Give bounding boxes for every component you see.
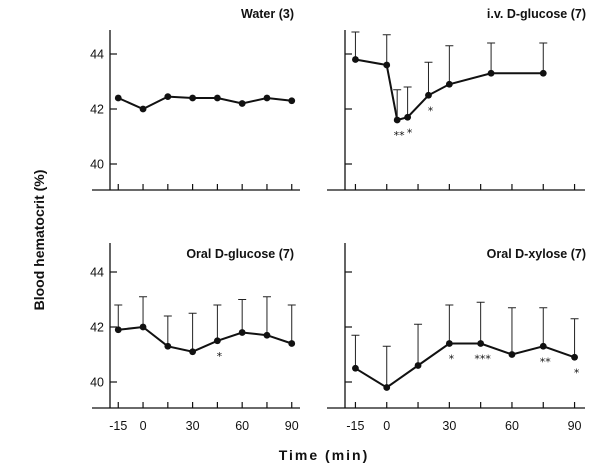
- data-point: [425, 91, 432, 99]
- data-point: [383, 384, 391, 391]
- data-point: [189, 348, 197, 356]
- y-tick-label: 40: [90, 158, 104, 172]
- significance-mark: *: [428, 104, 434, 117]
- x-tick-label: -15: [109, 419, 127, 433]
- data-point: [139, 105, 147, 113]
- significance-mark: **: [394, 129, 406, 142]
- y-tick-label: 42: [90, 103, 104, 117]
- data-point: [238, 329, 246, 336]
- data-point: [263, 331, 271, 339]
- data-point: [445, 340, 453, 347]
- y-tick-label: 44: [90, 48, 104, 62]
- data-point: [383, 61, 391, 69]
- significance-mark: *: [449, 353, 455, 366]
- data-point: [139, 323, 147, 331]
- data-point: [487, 69, 495, 77]
- data-point: [238, 100, 246, 107]
- significance-mark: *: [407, 126, 413, 139]
- panel-title: Oral D-glucose (7): [186, 247, 294, 261]
- panel-1: 40 42 44 Water (3): [90, 7, 300, 191]
- data-point: [393, 116, 401, 124]
- data-point: [189, 94, 197, 102]
- x-tick-label: 90: [285, 419, 299, 433]
- series-line: [117, 95, 292, 111]
- series-line: [118, 325, 293, 353]
- x-tick-label: 60: [235, 419, 249, 433]
- data-point: [352, 364, 359, 372]
- panel-title: i.v. D-glucose (7): [487, 7, 586, 21]
- series-line: [355, 58, 544, 122]
- x-tick-label: 0: [383, 419, 390, 433]
- y-axis-label: Blood hematocrit (%): [31, 170, 47, 311]
- panel-3: 40 42 44 -15 0 30 60 90 Oral D-glucose (7) *: [90, 243, 300, 433]
- y-tick-label: 40: [90, 376, 104, 390]
- significance-mark: ***: [474, 353, 491, 366]
- x-tick-label: 60: [505, 419, 519, 433]
- data-point: [539, 69, 547, 77]
- significance-mark: **: [540, 355, 552, 368]
- y-tick-label: 44: [90, 266, 104, 280]
- data-point: [263, 94, 271, 102]
- series-line: [354, 342, 575, 389]
- y-tick-label: 42: [90, 321, 104, 335]
- x-tick-label: -15: [346, 419, 364, 433]
- data-point: [445, 80, 453, 88]
- data-point: [213, 94, 221, 102]
- x-tick-label: 90: [568, 419, 582, 433]
- data-point: [288, 340, 296, 347]
- data-point: [404, 113, 412, 121]
- data-point: [477, 340, 485, 347]
- significance-mark: *: [217, 350, 223, 363]
- x-axis-label: Time (min): [279, 447, 370, 463]
- data-point: [114, 326, 122, 334]
- panel-title: Oral D-xylose (7): [487, 247, 586, 261]
- x-tick-label: 30: [442, 419, 456, 433]
- data-point: [508, 351, 516, 358]
- data-point: [571, 353, 578, 361]
- data-point: [288, 97, 296, 105]
- significance-mark: *: [574, 366, 580, 379]
- x-tick-label: 30: [186, 419, 200, 433]
- x-tick-label: 0: [140, 419, 147, 433]
- data-point: [414, 362, 422, 369]
- data-point: [352, 56, 359, 63]
- data-point: [164, 93, 172, 101]
- panel-2: i.v. D-glucose (7)** **: [327, 7, 586, 191]
- data-point: [164, 342, 172, 350]
- data-point: [114, 94, 122, 102]
- data-point: [213, 337, 221, 345]
- data-point: [539, 342, 547, 350]
- panel-title: Water (3): [241, 7, 294, 21]
